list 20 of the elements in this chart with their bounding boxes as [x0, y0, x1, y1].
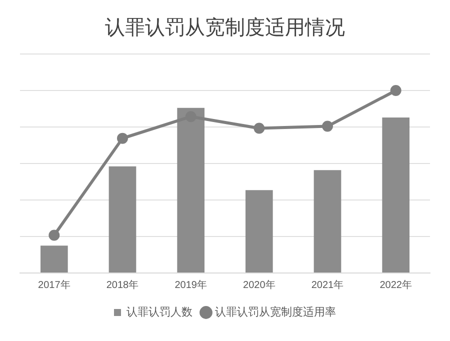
- bar: [246, 190, 273, 272]
- bar: [108, 166, 136, 272]
- bar: [40, 246, 68, 272]
- x-tick-label: 2018年: [106, 278, 139, 291]
- point: [254, 122, 265, 134]
- x-tick-label: 2017年: [38, 278, 70, 291]
- chart-title: 认罪认罚从宽制度适用情况: [104, 14, 346, 41]
- x-tick-label: 2020年: [243, 278, 276, 291]
- bar: [177, 108, 204, 272]
- x-tick-label: 2021年: [311, 278, 344, 291]
- legend-label: 认罪认罚从宽制度适用率: [215, 305, 336, 318]
- x-tick-label: 2022年: [380, 278, 412, 291]
- point: [322, 120, 333, 132]
- point: [48, 230, 60, 241]
- point: [117, 132, 128, 144]
- x-tick-label: 2019年: [174, 278, 207, 291]
- bar: [382, 118, 410, 272]
- bar: [314, 170, 342, 272]
- point: [390, 85, 402, 96]
- legend-label: 认罪认罚人数: [126, 305, 192, 318]
